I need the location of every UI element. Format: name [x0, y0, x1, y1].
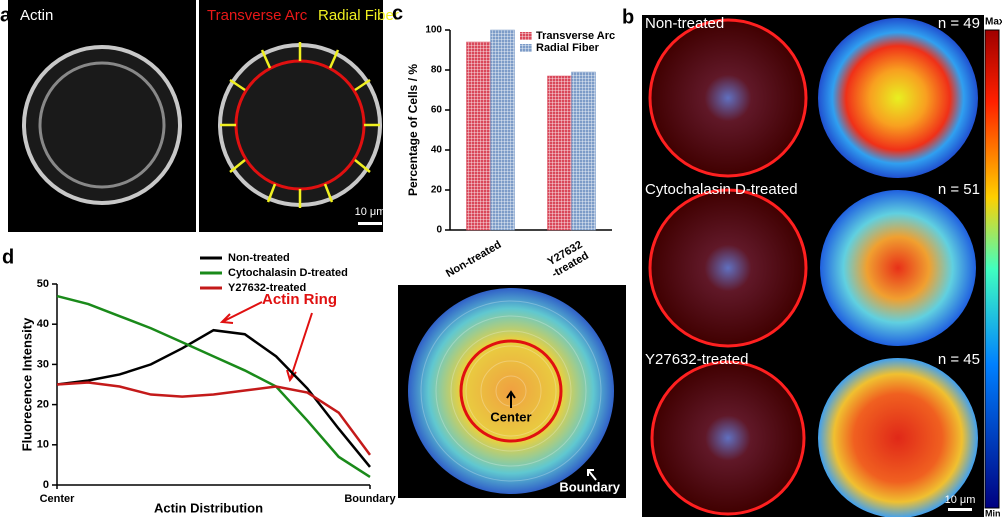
y-tick-label: 30 — [37, 358, 49, 370]
row-label: Cytochalasin D-treated — [645, 181, 798, 198]
panel-b: b Non-treated n = 49 Cytochalasin D-trea… — [622, 6, 1002, 517]
y-tick-label: 100 — [425, 25, 442, 36]
legend-label: Radial Fiber — [536, 42, 600, 54]
scale-bar — [358, 222, 382, 225]
n-label: n = 49 — [938, 15, 980, 32]
legend-label: Cytochalasin D-treated — [228, 267, 348, 279]
line-series — [57, 330, 370, 467]
y-tick-label: 0 — [436, 225, 442, 236]
cell-image — [650, 20, 806, 176]
cell-image — [650, 190, 806, 346]
n-label: n = 45 — [938, 351, 980, 368]
x-tick-label: Y27632-treated — [544, 239, 591, 281]
center-label: Center — [490, 409, 531, 424]
heatmap — [820, 190, 976, 346]
panel-label: c — [392, 2, 403, 24]
legend-label: Transverse Arc — [536, 30, 615, 42]
y-tick-label: 20 — [37, 399, 49, 411]
colorbar-max: Max — [985, 17, 1002, 28]
figure: a Actin Transverse Arc Radial Fiber 10 μ… — [0, 0, 1002, 517]
bar — [467, 42, 491, 230]
x-tick-label: Center — [40, 493, 76, 505]
inset: Center Boundary — [398, 285, 626, 498]
x-tick-label: Non-treated — [444, 239, 503, 280]
y-tick-label: 80 — [431, 65, 443, 76]
panel-label: d — [2, 246, 14, 268]
line-series — [57, 296, 370, 477]
n-label: n = 51 — [938, 181, 980, 198]
colorbar — [985, 30, 999, 508]
bar — [491, 30, 515, 230]
colorbar-min: Min — [985, 508, 1001, 517]
legend-label: Non-treated — [228, 252, 290, 264]
image-label: Actin — [20, 7, 53, 24]
boundary-label: Boundary — [559, 479, 620, 494]
panel-a: a Actin Transverse Arc Radial Fiber 10 μ… — [0, 0, 399, 232]
y-tick-label: 10 — [37, 439, 49, 451]
panel-label: b — [622, 6, 634, 28]
y-tick-label: 50 — [37, 278, 49, 290]
y-tick-label: 40 — [37, 318, 49, 330]
scale-label: 10 μm — [945, 494, 976, 506]
panel-label: a — [0, 4, 12, 26]
annotation: Actin Ring — [262, 291, 337, 308]
cell-edge — [24, 47, 180, 203]
line-series — [57, 382, 370, 454]
legend-swatch — [520, 32, 532, 40]
row-label: Non-treated — [645, 15, 724, 32]
x-tick-label: Boundary — [344, 493, 396, 505]
y-tick-label: 0 — [43, 479, 49, 491]
y-tick-label: 60 — [431, 105, 443, 116]
x-axis-label: Actin Distribution — [154, 500, 263, 515]
heatmap — [818, 18, 978, 178]
y-tick-label: 40 — [431, 145, 443, 156]
scale-label: 10 μm — [355, 206, 386, 218]
legend-swatch — [520, 44, 532, 52]
y-tick-label: 20 — [431, 185, 443, 196]
page: {"panel_a":{"label":"a","actin":"Actin",… — [0, 0, 1002, 517]
bar — [572, 72, 596, 230]
row-label: Y27632-treated — [645, 351, 748, 368]
bar — [548, 76, 572, 230]
y-axis-label: Percentage of Cells / % — [406, 64, 420, 196]
cell-image — [652, 362, 804, 514]
scale-bar — [948, 508, 972, 511]
y-axis-label: Fluorecence Intensity — [19, 317, 34, 451]
legend-text: Radial Fiber — [318, 7, 399, 24]
cell-edge — [220, 45, 380, 205]
legend-text: Transverse Arc — [207, 7, 308, 24]
annotation-arrow — [222, 302, 262, 323]
